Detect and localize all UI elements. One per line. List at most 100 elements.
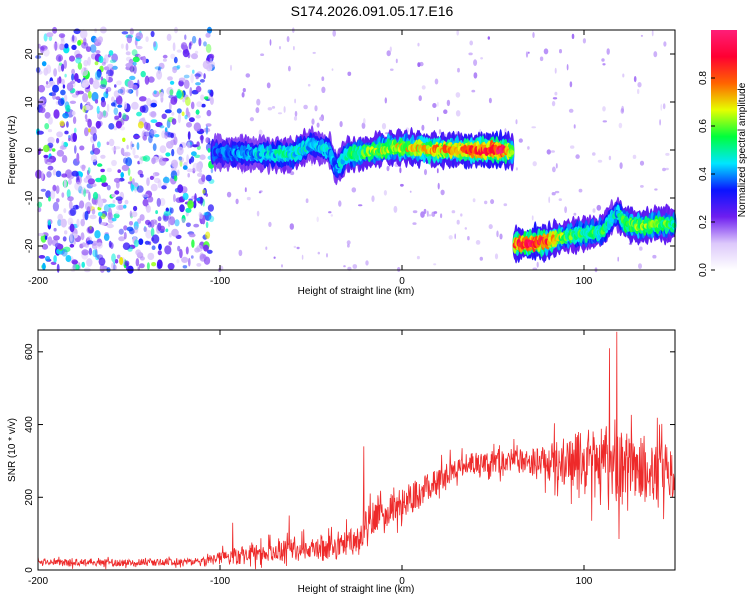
spectrogram-noise-blob bbox=[154, 66, 162, 70]
spectrogram-noise-blob bbox=[66, 189, 71, 199]
spectrogram-noise-blob bbox=[136, 142, 140, 151]
spectrogram-noise-blob bbox=[63, 94, 68, 102]
spectrogram-noise-blob bbox=[135, 87, 139, 97]
spectrogram-noise-blob bbox=[532, 32, 535, 38]
spectrogram-noise-blob bbox=[81, 79, 90, 88]
spectrogram-noise-blob bbox=[60, 218, 67, 228]
spectrogram-noise-blob bbox=[173, 175, 178, 182]
spectrogram-noise-blob bbox=[305, 198, 309, 203]
spectrogram-noise-blob bbox=[383, 190, 387, 196]
spectrogram-noise-blob bbox=[55, 54, 64, 62]
spectrogram-noise-blob bbox=[169, 80, 175, 85]
spectrogram-noise-blob bbox=[185, 246, 189, 255]
spectrogram-noise-blob bbox=[455, 110, 461, 117]
spectrogram-noise-blob bbox=[127, 167, 131, 176]
spectrogram-noise-blob bbox=[40, 188, 47, 192]
spectrogram-noise-blob bbox=[63, 179, 67, 189]
spectrogram-noise-blob bbox=[56, 131, 63, 138]
spectrogram-noise-blob bbox=[143, 155, 151, 162]
spectrogram-noise-blob bbox=[53, 109, 60, 119]
spectrogram-noise-blob bbox=[433, 263, 437, 266]
spectrogram-noise-blob bbox=[53, 255, 57, 263]
spectrogram-noise-blob bbox=[115, 211, 120, 215]
spectrogram-noise-blob bbox=[122, 113, 127, 120]
snr-axes: -200 -100 0 100 0 200 400 600 bbox=[24, 330, 675, 587]
spectrogram-noise-blob bbox=[208, 215, 215, 223]
spectrogram-noise-blob bbox=[151, 157, 156, 165]
spectrogram-noise-blob bbox=[127, 80, 134, 89]
spectrogram-noise-blob bbox=[162, 58, 167, 62]
spectrogram-noise-blob bbox=[90, 44, 97, 53]
spectrogram-noise-blob bbox=[161, 185, 167, 190]
spectrogram-noise-blob bbox=[73, 28, 81, 35]
spectrogram-noise-blob bbox=[101, 182, 108, 188]
spectrogram-noise-layer bbox=[35, 26, 670, 274]
spectrogram-noise-blob bbox=[472, 198, 476, 203]
spectrogram-noise-blob bbox=[188, 158, 192, 165]
spectrogram-noise-blob bbox=[192, 144, 198, 148]
spectrogram-noise-blob bbox=[115, 196, 123, 201]
spectrogram-noise-blob bbox=[316, 216, 319, 223]
spectrogram-noise-blob bbox=[161, 113, 167, 120]
spectrogram-noise-blob bbox=[171, 118, 177, 125]
spectrogram-noise-blob bbox=[409, 190, 412, 193]
spectrogram-noise-blob bbox=[56, 77, 60, 86]
spectrogram-noise-blob bbox=[208, 95, 212, 100]
spectrogram-noise-blob bbox=[55, 170, 62, 177]
spectrogram-noise-blob bbox=[95, 50, 101, 54]
spectrogram-noise-blob bbox=[129, 75, 136, 81]
spectrogram-noise-blob bbox=[122, 137, 126, 142]
spectrogram-noise-blob bbox=[152, 143, 157, 152]
spectrogram-noise-blob bbox=[550, 150, 556, 153]
spectrogram-noise-blob bbox=[488, 97, 492, 104]
spectrogram-noise-blob bbox=[638, 263, 642, 269]
spectrogram-noise-blob bbox=[468, 52, 473, 56]
colorbar-axis: 0.0 0.2 0.4 0.6 0.8 bbox=[698, 71, 715, 277]
spectrogram-noise-blob bbox=[181, 111, 185, 117]
spectrogram-noise-blob bbox=[142, 55, 147, 65]
spectrogram-noise-blob bbox=[303, 104, 308, 110]
spectrogram-noise-blob bbox=[145, 229, 153, 239]
spectrogram-noise-blob bbox=[245, 73, 251, 78]
spectrogram-noise-blob bbox=[464, 227, 467, 230]
spectrogram-noise-blob bbox=[182, 192, 189, 201]
spectrogram-noise-blob bbox=[139, 96, 147, 102]
spectrogram-noise-blob bbox=[91, 91, 99, 102]
spectrogram-noise-blob bbox=[111, 102, 116, 107]
spectrogram-noise-blob bbox=[169, 232, 172, 238]
spectrogram-noise-blob bbox=[249, 117, 254, 122]
spectrogram-noise-blob bbox=[171, 111, 175, 116]
spectrogram-noise-blob bbox=[106, 63, 114, 70]
spectrogram-noise-blob bbox=[518, 138, 523, 143]
spectrogram-noise-blob bbox=[68, 137, 71, 142]
spectrogram-noise-blob bbox=[418, 95, 422, 102]
spectrogram-noise-blob bbox=[575, 154, 580, 159]
snr-series-line bbox=[37, 331, 676, 570]
spectrogram-noise-blob bbox=[73, 73, 79, 82]
spectrogram-noise-blob bbox=[80, 102, 83, 110]
spectrogram-noise-blob bbox=[147, 76, 155, 83]
spectrogram-noise-blob bbox=[85, 175, 92, 179]
spectrogram-noise-blob bbox=[206, 109, 212, 117]
spectrogram-noise-blob bbox=[158, 243, 162, 251]
spectrogram-noise-blob bbox=[456, 219, 460, 225]
spectrogram-noise-blob bbox=[44, 112, 51, 119]
spectrogram-noise-blob bbox=[147, 252, 155, 261]
spectrogram-noise-blob bbox=[451, 210, 456, 214]
spectrogram-noise-blob bbox=[558, 198, 562, 202]
spectrogram-noise-blob bbox=[155, 210, 159, 215]
spectrogram-noise-blob bbox=[328, 211, 332, 214]
spectrogram-noise-blob bbox=[640, 185, 644, 188]
spectrogram-noise-blob bbox=[163, 210, 171, 217]
spectrogram-noise-blob bbox=[573, 212, 577, 216]
spectrogram-noise-blob bbox=[154, 219, 158, 226]
spectrogram-noise-blob bbox=[602, 63, 606, 66]
spectrogram-noise-blob bbox=[393, 205, 398, 213]
spectrogram-noise-blob bbox=[202, 189, 206, 194]
spectrogram-noise-blob bbox=[47, 165, 54, 171]
spectrogram-noise-blob bbox=[258, 191, 262, 194]
spectrogram-noise-blob bbox=[92, 133, 98, 142]
spectrogram-noise-blob bbox=[126, 226, 134, 232]
spectrogram-noise-blob bbox=[62, 236, 67, 242]
spectrogram-noise-blob bbox=[467, 236, 470, 241]
